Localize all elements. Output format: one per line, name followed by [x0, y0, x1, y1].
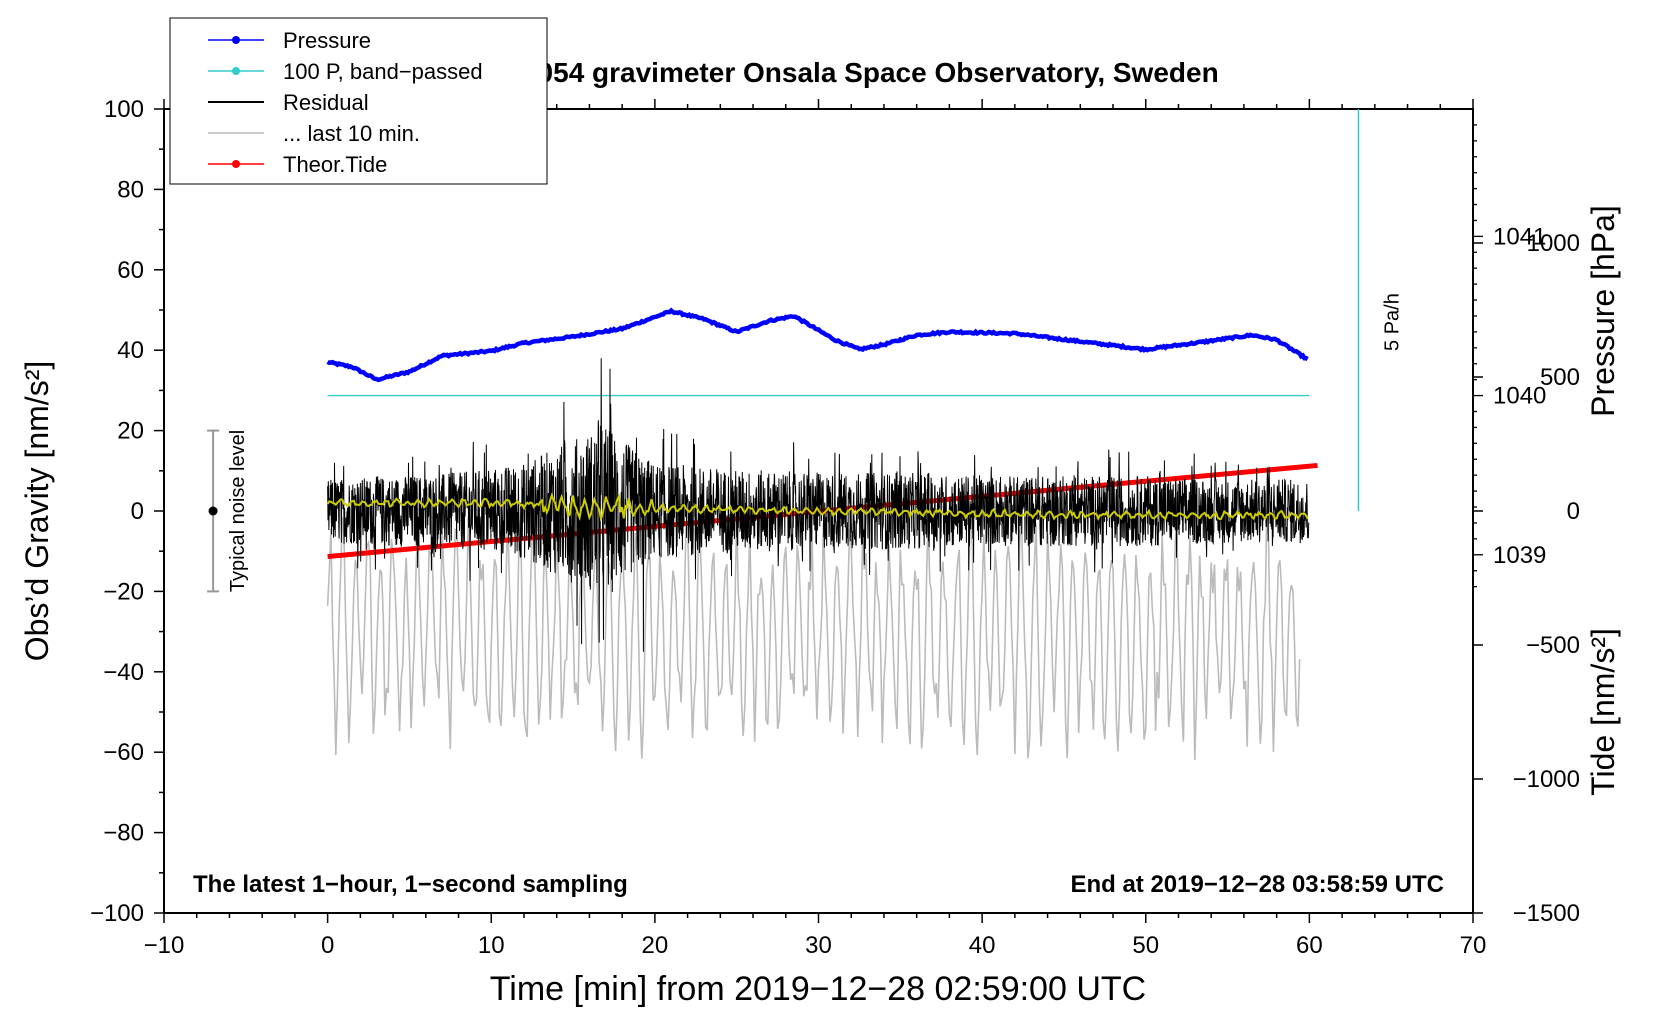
y-tick-label: −40 — [103, 659, 144, 686]
series-residual-smoothed-line — [326, 492, 1309, 523]
tide-tick-label: −500 — [1526, 632, 1580, 659]
x-tick-label: 50 — [1132, 932, 1159, 959]
x-tick-label: 20 — [642, 932, 669, 959]
tide-axis-ticks: −1500 −1000 −500 0 500 1000 — [1473, 230, 1580, 927]
series-group — [326, 307, 1318, 761]
pressure-tick-label: 1041 — [1493, 223, 1546, 250]
y-tick-label: −20 — [103, 578, 144, 605]
series-last-10-min-line — [326, 508, 1301, 761]
series-pressure-line — [326, 307, 1309, 383]
legend-marker — [232, 160, 240, 168]
y-tick-label: 60 — [117, 257, 144, 284]
y-tick-label: 80 — [117, 176, 144, 203]
legend-label: ... last 10 min. — [283, 121, 420, 146]
x-tick-label: 0 — [321, 932, 334, 959]
noise-level-indicator: Typical noise level — [207, 429, 249, 593]
y-axis-ticks: −100 −80 −60 −40 −20 0 20 40 60 80 100 — [90, 96, 164, 927]
x-tick-label: 60 — [1296, 932, 1323, 959]
legend-marker — [232, 36, 240, 44]
series-residual-line — [327, 358, 1310, 652]
noise-level-dot — [208, 506, 218, 516]
annotation-sampling: The latest 1−hour, 1−second sampling — [193, 871, 628, 898]
chart-title: SCG_054 gravimeter Onsala Space Observat… — [461, 57, 1218, 88]
x-tick-label: 40 — [969, 932, 996, 959]
pressure-tick-label: 1040 — [1493, 383, 1546, 410]
pressure-axis-ticks: 1039 1040 1041 — [1473, 124, 1546, 588]
annotation-end-time: End at 2019−12−28 03:58:59 UTC — [1070, 871, 1444, 898]
pressure-tick-label: 1039 — [1493, 542, 1546, 569]
y-tick-label: 20 — [117, 418, 144, 445]
x-axis-label: Time [min] from 2019−12−28 02:59:00 UTC — [490, 970, 1146, 1008]
y-axis-label-left: Obs’d Gravity [nm/s²] — [19, 361, 55, 662]
tide-tick-label: 500 — [1540, 364, 1580, 391]
tide-tick-label: −1000 — [1513, 766, 1580, 793]
legend: Pressure 100 P, band−passed Residual ... la… — [169, 17, 548, 185]
tide-tick-label: 0 — [1567, 498, 1580, 525]
y-axis-label-pressure: Pressure [hPa] — [1585, 205, 1621, 417]
pressure-rate-scale-label: 5 Pa/h — [1381, 293, 1403, 351]
legend-label: 100 P, band−passed — [283, 59, 483, 84]
y-tick-label: 40 — [117, 337, 144, 364]
y-tick-label: 0 — [131, 498, 144, 525]
noise-level-label: Typical noise level — [227, 430, 249, 592]
legend-label: Residual — [283, 90, 369, 115]
x-tick-label: 70 — [1460, 932, 1487, 959]
x-tick-label: −10 — [144, 932, 185, 959]
legend-marker — [232, 67, 240, 75]
legend-label: Pressure — [283, 28, 371, 53]
legend-label: Theor.Tide — [283, 152, 387, 177]
x-tick-label: 30 — [805, 932, 832, 959]
y-tick-label: −80 — [103, 820, 144, 847]
y-tick-label: 100 — [104, 96, 144, 123]
y-tick-label: −100 — [90, 900, 144, 927]
y-tick-label: −60 — [103, 739, 144, 766]
tide-tick-label: −1500 — [1513, 900, 1580, 927]
tide-tick-label: 1000 — [1527, 230, 1580, 257]
y-axis-label-tide: Tide [nm/s²] — [1585, 628, 1621, 796]
x-tick-label: 10 — [478, 932, 505, 959]
